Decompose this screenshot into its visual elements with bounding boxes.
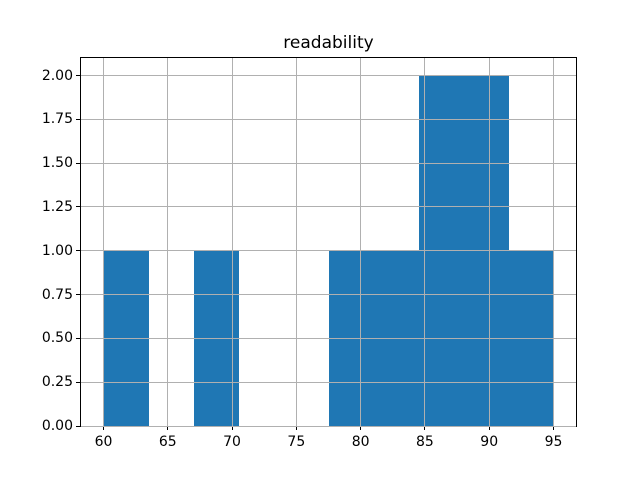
- x-tick-mark: [231, 426, 233, 430]
- gridline-horizontal: [81, 75, 576, 77]
- y-tick-label: 0.00: [41, 418, 73, 434]
- x-tick-label: 90: [480, 434, 499, 450]
- y-tick-mark: [76, 162, 80, 164]
- gridline-horizontal: [81, 294, 576, 296]
- gridline-horizontal: [81, 250, 576, 252]
- y-tick-label: 0.75: [41, 286, 73, 303]
- y-tick-label: 2.00: [41, 67, 73, 84]
- plot-area: 60 65 70 75 80 85 90 95 0.00 0.25 0.50 0.75 1.00 1.25…: [42, 57, 577, 450]
- x-tick-label: 70: [223, 434, 241, 450]
- x-tick-label: 85: [416, 434, 434, 450]
- gridline-horizontal: [81, 206, 576, 208]
- gridline-vertical: [360, 58, 362, 426]
- x-tick-mark: [488, 426, 490, 430]
- chart-title: readability: [283, 33, 374, 53]
- gridline-horizontal: [81, 425, 576, 427]
- y-tick-mark: [76, 425, 80, 427]
- y-tick-label: 1.50: [41, 155, 73, 172]
- gridline-vertical: [231, 58, 233, 426]
- x-tick-mark: [167, 426, 169, 430]
- x-tick-mark: [103, 426, 104, 430]
- y-tick-label: 0.25: [41, 374, 73, 391]
- y-tick-mark: [76, 337, 80, 339]
- x-tick-label: 60: [94, 434, 113, 450]
- x-tick-label: 95: [544, 434, 563, 450]
- gridline-horizontal: [81, 337, 576, 339]
- y-tick-label: 1.00: [41, 242, 73, 259]
- y-tick-mark: [76, 381, 80, 383]
- y-tick-mark: [76, 75, 80, 77]
- y-tick-mark: [76, 294, 80, 296]
- gridline-vertical: [488, 58, 490, 426]
- gridline-horizontal: [81, 381, 576, 383]
- gridline-vertical: [553, 58, 554, 426]
- y-tick-label: 1.75: [41, 111, 73, 128]
- x-tick-mark: [360, 426, 362, 430]
- gridline-vertical: [424, 58, 426, 426]
- y-tick-label: 0.50: [41, 330, 73, 347]
- x-tick-label: 65: [158, 434, 177, 450]
- x-tick-mark: [424, 426, 426, 430]
- gridline-vertical: [103, 58, 104, 426]
- y-tick-mark: [76, 250, 80, 252]
- y-tick-mark: [76, 206, 80, 208]
- y-tick-label: 1.25: [41, 198, 73, 215]
- gridline-horizontal: [81, 118, 576, 120]
- gridline-vertical: [167, 58, 169, 426]
- x-tick-label: 80: [351, 434, 370, 450]
- gridline-horizontal: [81, 162, 576, 164]
- y-tick-mark: [76, 118, 80, 120]
- gridline-vertical: [295, 58, 297, 426]
- x-tick-label: 75: [287, 434, 306, 450]
- x-tick-mark: [295, 426, 297, 430]
- x-tick-mark: [553, 426, 554, 430]
